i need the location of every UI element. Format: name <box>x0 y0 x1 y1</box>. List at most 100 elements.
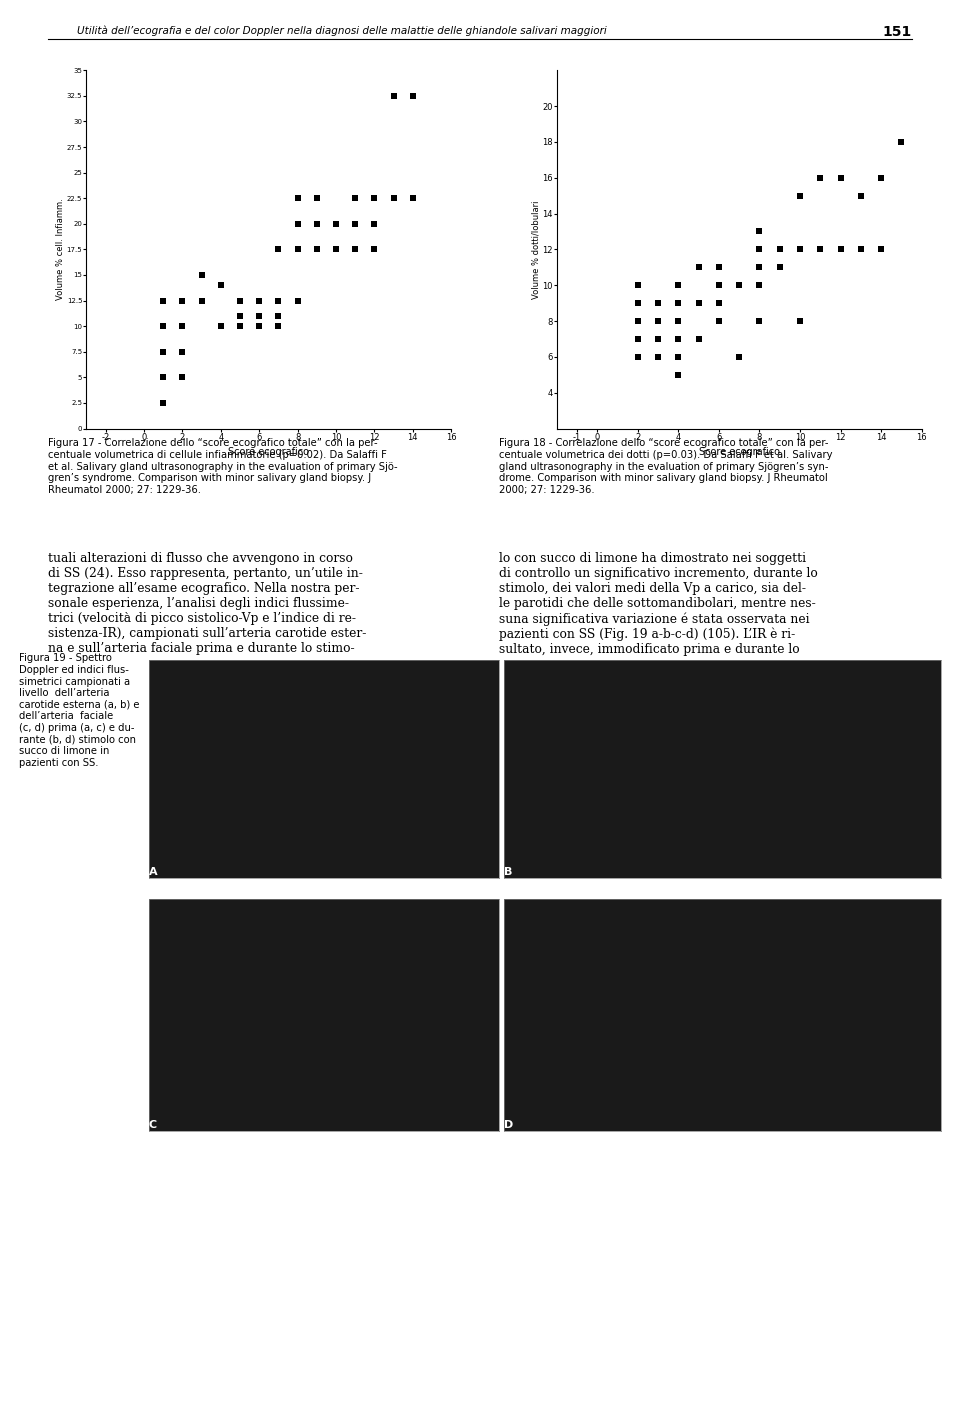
Point <box>213 274 228 296</box>
Text: Utilità dell’ecografia e del color Doppler nella diagnosi delle malattie delle g: Utilità dell’ecografia e del color Doppl… <box>77 25 607 35</box>
Point <box>772 237 787 261</box>
Point <box>156 392 171 414</box>
Point <box>772 256 787 278</box>
Point <box>812 237 828 261</box>
Point <box>156 340 171 362</box>
Point <box>651 309 666 332</box>
Point <box>348 187 363 209</box>
Point <box>630 274 645 296</box>
Point <box>309 237 324 261</box>
Point <box>386 187 401 209</box>
Text: tuali alterazioni di flusso che avvengono in corso
di SS (24). Esso rappresenta,: tuali alterazioni di flusso che avvengon… <box>48 552 367 655</box>
Point <box>671 327 686 350</box>
Point <box>671 274 686 296</box>
Point <box>271 237 286 261</box>
Text: A: A <box>149 867 157 877</box>
Point <box>691 256 707 278</box>
Point <box>348 212 363 235</box>
Point <box>367 212 382 235</box>
Point <box>651 292 666 315</box>
Text: Figura 17 - Correlazione dello “score ecografico totale” con la per-
centuale vo: Figura 17 - Correlazione dello “score ec… <box>48 438 397 495</box>
Point <box>232 289 248 312</box>
Point <box>156 289 171 312</box>
Point <box>752 256 767 278</box>
Point <box>175 367 190 389</box>
Y-axis label: Volume % cell. Infiamm.: Volume % cell. Infiamm. <box>57 198 65 301</box>
Point <box>752 221 767 243</box>
Point <box>671 292 686 315</box>
Point <box>853 184 869 207</box>
Point <box>194 289 209 312</box>
Point <box>156 367 171 389</box>
Point <box>271 315 286 337</box>
Point <box>175 315 190 337</box>
Point <box>328 237 344 261</box>
Text: 151: 151 <box>883 25 912 39</box>
Point <box>194 264 209 287</box>
Point <box>348 237 363 261</box>
Point <box>752 309 767 332</box>
Point <box>833 237 849 261</box>
Point <box>651 346 666 368</box>
Point <box>175 340 190 362</box>
Point <box>691 292 707 315</box>
Point <box>405 187 420 209</box>
Point <box>711 309 727 332</box>
Point <box>328 237 344 261</box>
Point <box>630 309 645 332</box>
Point <box>309 212 324 235</box>
Point <box>309 187 324 209</box>
Point <box>711 256 727 278</box>
Point <box>630 292 645 315</box>
Point <box>853 237 869 261</box>
Point <box>271 305 286 327</box>
Point <box>812 166 828 188</box>
Point <box>732 274 747 296</box>
Point <box>792 237 807 261</box>
X-axis label: Score ecografico: Score ecografico <box>228 447 309 457</box>
Point <box>792 309 807 332</box>
Point <box>671 364 686 386</box>
X-axis label: Score ecografico: Score ecografico <box>699 447 780 457</box>
Point <box>405 84 420 107</box>
Text: Figura 18 - Correlazione dello “score ecografico totale” con la per-
centuale vo: Figura 18 - Correlazione dello “score ec… <box>499 438 832 495</box>
Point <box>691 327 707 350</box>
Point <box>833 166 849 188</box>
Point <box>732 346 747 368</box>
Point <box>156 315 171 337</box>
Point <box>271 289 286 312</box>
Point <box>367 237 382 261</box>
Point <box>752 274 767 296</box>
Point <box>874 166 889 188</box>
Point <box>252 305 267 327</box>
Point <box>630 346 645 368</box>
Point <box>252 289 267 312</box>
Point <box>711 274 727 296</box>
Point <box>651 327 666 350</box>
Point <box>232 315 248 337</box>
Point <box>175 289 190 312</box>
Text: B: B <box>504 867 513 877</box>
Text: C: C <box>149 1120 156 1130</box>
Point <box>671 309 686 332</box>
Point <box>290 289 305 312</box>
Text: Figura 19 - Spettro
Doppler ed indici flus-
simetrici campionati a
livello  dell: Figura 19 - Spettro Doppler ed indici fl… <box>19 653 140 767</box>
Point <box>386 84 401 107</box>
Point <box>752 237 767 261</box>
Point <box>367 187 382 209</box>
Text: D: D <box>504 1120 514 1130</box>
Point <box>290 187 305 209</box>
Text: lo con succo di limone ha dimostrato nei soggetti
di controllo un significativo : lo con succo di limone ha dimostrato nei… <box>499 552 818 656</box>
Point <box>213 315 228 337</box>
Y-axis label: Volume % dotti/lobulari: Volume % dotti/lobulari <box>532 200 540 299</box>
Point <box>290 212 305 235</box>
Point <box>232 305 248 327</box>
Point <box>671 346 686 368</box>
Point <box>874 237 889 261</box>
Point <box>711 292 727 315</box>
Point <box>252 315 267 337</box>
Point <box>630 327 645 350</box>
Point <box>792 184 807 207</box>
Point <box>290 237 305 261</box>
Point <box>328 212 344 235</box>
